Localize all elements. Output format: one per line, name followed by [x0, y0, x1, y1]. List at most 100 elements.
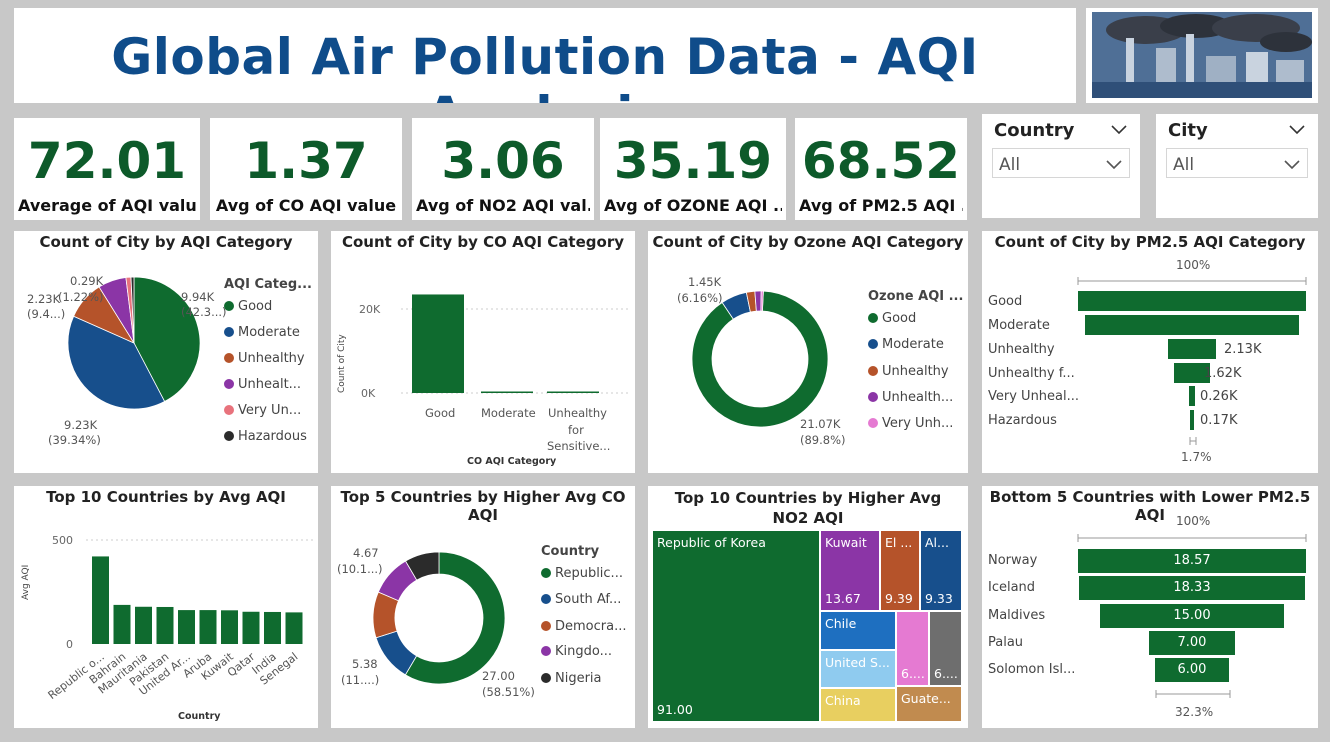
- factory-pollution-image: [1092, 12, 1312, 98]
- funnel-bar[interactable]: 7.00: [1149, 631, 1235, 655]
- legend-item[interactable]: Unhealthy: [224, 351, 305, 366]
- top5-co-donut-card[interactable]: Top 5 Countries by Higher Avg CO AQI 4.6…: [331, 486, 635, 728]
- legend-item[interactable]: Unhealth...: [868, 390, 953, 405]
- kpi-value: 35.19: [613, 132, 773, 190]
- bar[interactable]: [547, 391, 599, 394]
- x-tick: for: [568, 423, 584, 437]
- treemap-cell-china[interactable]: China: [820, 688, 896, 722]
- donut-label: 21.07K: [800, 417, 841, 431]
- top10-bar-chart[interactable]: Avg AQI 500 0 Republic o...BahrainMaurit…: [14, 486, 318, 728]
- legend-item[interactable]: Kingdo...: [541, 644, 612, 659]
- chart-title: Count of City by CO AQI Category: [341, 233, 624, 251]
- treemap-cell-united-states[interactable]: United S...: [820, 650, 896, 688]
- pie-slice[interactable]: [130, 276, 135, 344]
- bar[interactable]: [264, 611, 281, 644]
- chart-title: Top 5 Countries by Higher Avg CO AQI: [340, 488, 626, 524]
- bar[interactable]: [285, 612, 303, 644]
- chevron-down-icon[interactable]: [1105, 155, 1123, 173]
- funnel-bar[interactable]: [1190, 410, 1194, 430]
- bar[interactable]: [135, 606, 152, 644]
- chevron-down-icon[interactable]: [1110, 120, 1128, 138]
- ozone-category-donut-card[interactable]: Count of City by Ozone AQI Category 1.45…: [648, 231, 968, 473]
- funnel-value: 7.00: [1177, 635, 1207, 650]
- treemap[interactable]: Republic of Korea 91.00 Kuwait 13.67 El ..…: [652, 530, 964, 724]
- funnel-bar[interactable]: 18.57: [1078, 549, 1306, 573]
- bar[interactable]: [412, 294, 464, 393]
- aqi-category-pie-card[interactable]: Count of City by AQI Category 9.94K (42.…: [14, 231, 318, 473]
- legend-title: AQI Categ...: [224, 277, 312, 292]
- legend-item[interactable]: Democra...: [541, 619, 626, 634]
- treemap-cell-pink[interactable]: 6....: [896, 611, 929, 686]
- legend-item[interactable]: South Af...: [541, 592, 621, 607]
- legend-item[interactable]: Unhealthy: [868, 364, 949, 379]
- bar[interactable]: [92, 556, 109, 644]
- country-dropdown[interactable]: All: [992, 148, 1130, 178]
- treemap-cell-republic-of-korea[interactable]: Republic of Korea 91.00: [652, 530, 820, 722]
- treemap-cell-guatemala[interactable]: Guate...: [896, 686, 962, 722]
- bar[interactable]: [178, 610, 195, 644]
- treemap-cell-gray[interactable]: 6....: [929, 611, 962, 686]
- treemap-cell-al[interactable]: Al... 9.33: [920, 530, 962, 611]
- chevron-down-icon[interactable]: [1288, 120, 1306, 138]
- bar[interactable]: [199, 610, 217, 644]
- top10-avg-aqi-bar-card[interactable]: Top 10 Countries by Avg AQI Avg AQI 500 …: [14, 486, 318, 728]
- bar[interactable]: [242, 611, 260, 644]
- funnel-category: Iceland: [988, 580, 1036, 595]
- x-tick: Moderate: [481, 406, 536, 420]
- funnel-bar[interactable]: [1189, 386, 1195, 406]
- bar[interactable]: [156, 606, 174, 644]
- bar[interactable]: [221, 610, 238, 644]
- legend-item[interactable]: Unhealt...: [224, 377, 301, 392]
- treemap-cell-kuwait[interactable]: Kuwait 13.67: [820, 530, 880, 611]
- bar[interactable]: [113, 604, 131, 644]
- aqi-pie-chart[interactable]: 9.94K (42.3...) 9.23K (39.34%) 2.23K (9.…: [14, 231, 318, 473]
- dropdown-value: All: [1173, 155, 1195, 175]
- legend-item[interactable]: Good: [868, 311, 916, 326]
- legend-item[interactable]: Moderate: [868, 337, 944, 352]
- funnel-bar[interactable]: [1078, 291, 1306, 311]
- legend-item[interactable]: Very Un...: [224, 403, 301, 418]
- pie-slice[interactable]: [67, 315, 166, 410]
- country-slicer[interactable]: Country All: [982, 114, 1140, 218]
- donut-label: 27.00: [482, 669, 515, 683]
- donut-label: 5.38: [352, 657, 378, 671]
- co-bar-chart[interactable]: Count of City 20K 0K Good Moderate Unhea…: [331, 231, 635, 473]
- funnel-category: Moderate: [988, 318, 1050, 333]
- kpi-label: Average of AQI value: [18, 196, 196, 215]
- funnel-bar[interactable]: 6.00: [1155, 658, 1229, 682]
- funnel-category: Unhealthy: [988, 342, 1055, 357]
- pie-slice[interactable]: [133, 276, 201, 403]
- donut-slice[interactable]: [691, 290, 829, 428]
- y-tick: 0: [66, 638, 73, 651]
- city-dropdown[interactable]: All: [1166, 148, 1308, 178]
- funnel-bar[interactable]: [1084, 315, 1300, 335]
- legend-item[interactable]: Hazardous: [224, 429, 307, 444]
- legend-item[interactable]: Republic...: [541, 566, 623, 581]
- treemap-cell-chile[interactable]: Chile: [820, 611, 896, 650]
- legend-item[interactable]: Nigeria: [541, 671, 602, 686]
- donut-slice[interactable]: [405, 551, 440, 581]
- co-category-bar-card[interactable]: Count of City by CO AQI Category Count o…: [331, 231, 635, 473]
- pm25-category-funnel-card[interactable]: Count of City by PM2.5 AQI Category 100%…: [982, 231, 1318, 473]
- funnel-bar[interactable]: 18.33: [1079, 576, 1305, 600]
- ozone-donut-chart[interactable]: 1.45K (6.16%) 21.07K (89.8%): [648, 231, 968, 473]
- bottom5-pm25-funnel-card[interactable]: Bottom 5 Countries with Lower PM2.5 AQI …: [982, 486, 1318, 728]
- donut-slice[interactable]: [760, 290, 764, 312]
- funnel-bottom-bracket: [1155, 690, 1231, 698]
- city-slicer[interactable]: City All: [1156, 114, 1318, 218]
- chevron-down-icon[interactable]: [1283, 155, 1301, 173]
- y-tick: 500: [52, 534, 73, 547]
- treemap-cell-el[interactable]: El ... 9.39: [880, 530, 920, 611]
- co-donut-chart[interactable]: 4.67 (10.1...) 5.38 (11....) 27.00 (58.5…: [331, 486, 635, 728]
- legend-item[interactable]: Good: [224, 299, 272, 314]
- donut-slice[interactable]: [754, 290, 762, 312]
- funnel-bar[interactable]: [1173, 363, 1211, 383]
- legend-item[interactable]: Very Unh...: [868, 416, 953, 431]
- funnel-bar[interactable]: 15.00: [1099, 604, 1285, 628]
- legend-item[interactable]: Moderate: [224, 325, 300, 340]
- funnel-bar[interactable]: [1167, 339, 1217, 359]
- donut-slice[interactable]: [404, 551, 506, 685]
- bar[interactable]: [481, 391, 533, 394]
- top10-no2-treemap-card[interactable]: Top 10 Countries by Higher Avg NO2 AQI R…: [648, 486, 968, 728]
- kpi-label: Avg of NO2 AQI val...: [416, 196, 590, 215]
